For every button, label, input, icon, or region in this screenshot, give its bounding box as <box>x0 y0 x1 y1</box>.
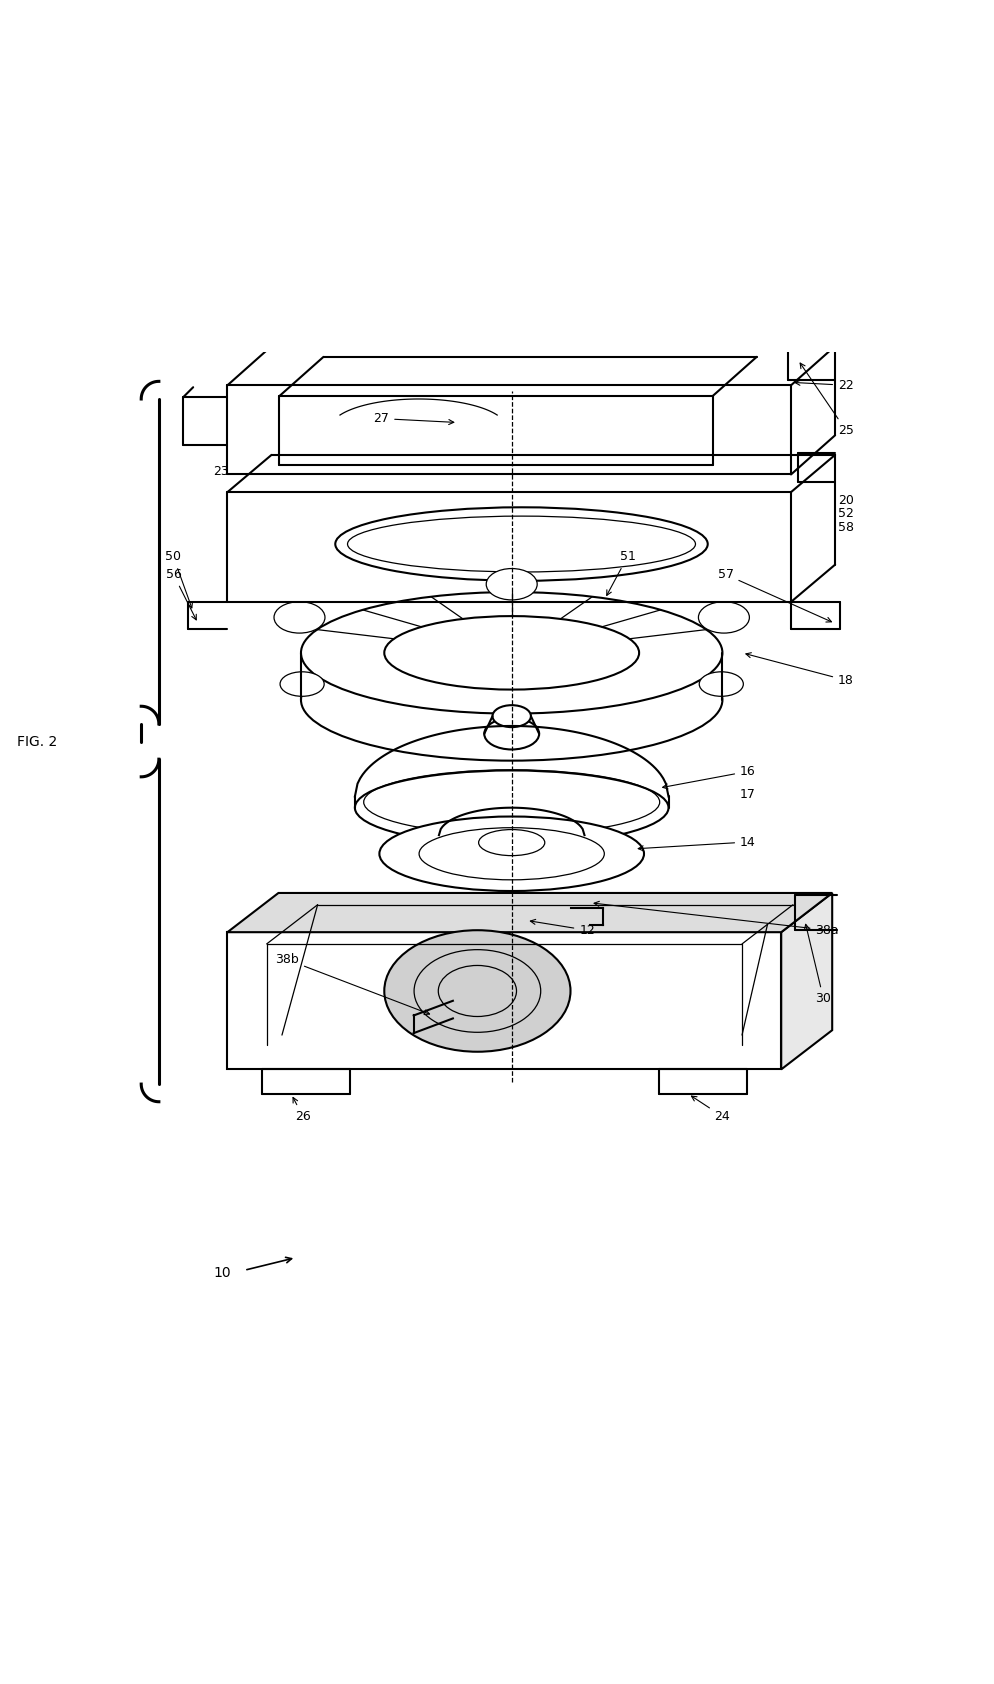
Text: 58: 58 <box>838 520 854 534</box>
Ellipse shape <box>301 640 723 761</box>
Text: 12: 12 <box>531 919 595 936</box>
Text: 14: 14 <box>638 835 755 850</box>
Ellipse shape <box>484 717 539 749</box>
Ellipse shape <box>274 601 325 633</box>
Text: 10: 10 <box>214 1266 232 1280</box>
Polygon shape <box>228 893 832 933</box>
Text: 18: 18 <box>746 653 854 687</box>
Ellipse shape <box>385 930 571 1052</box>
Text: 50: 50 <box>165 551 193 608</box>
Text: 25: 25 <box>800 364 854 436</box>
Text: 26: 26 <box>293 1098 311 1123</box>
Text: 24: 24 <box>692 1096 731 1123</box>
Ellipse shape <box>699 601 749 633</box>
Text: 20: 20 <box>838 495 854 507</box>
Ellipse shape <box>380 817 644 891</box>
Text: 52: 52 <box>838 507 854 520</box>
Ellipse shape <box>699 672 744 695</box>
Text: 17: 17 <box>741 788 756 802</box>
Ellipse shape <box>479 830 545 855</box>
Ellipse shape <box>492 706 531 727</box>
Text: 16: 16 <box>663 765 755 788</box>
Text: 27: 27 <box>374 413 454 424</box>
Text: 38a: 38a <box>594 901 839 936</box>
Text: 38b: 38b <box>275 953 429 1014</box>
Text: 23: 23 <box>213 465 229 478</box>
Polygon shape <box>781 893 832 1069</box>
Text: 22: 22 <box>795 379 854 392</box>
Ellipse shape <box>486 569 537 600</box>
Text: 30: 30 <box>804 925 831 1005</box>
Text: 51: 51 <box>606 551 635 596</box>
Ellipse shape <box>385 616 639 689</box>
Ellipse shape <box>280 672 324 695</box>
Ellipse shape <box>355 771 669 845</box>
Polygon shape <box>228 933 781 1069</box>
Ellipse shape <box>335 507 708 581</box>
Text: FIG. 2: FIG. 2 <box>17 734 57 749</box>
Text: 56: 56 <box>166 568 196 620</box>
Text: 57: 57 <box>718 568 831 621</box>
Ellipse shape <box>301 593 723 714</box>
